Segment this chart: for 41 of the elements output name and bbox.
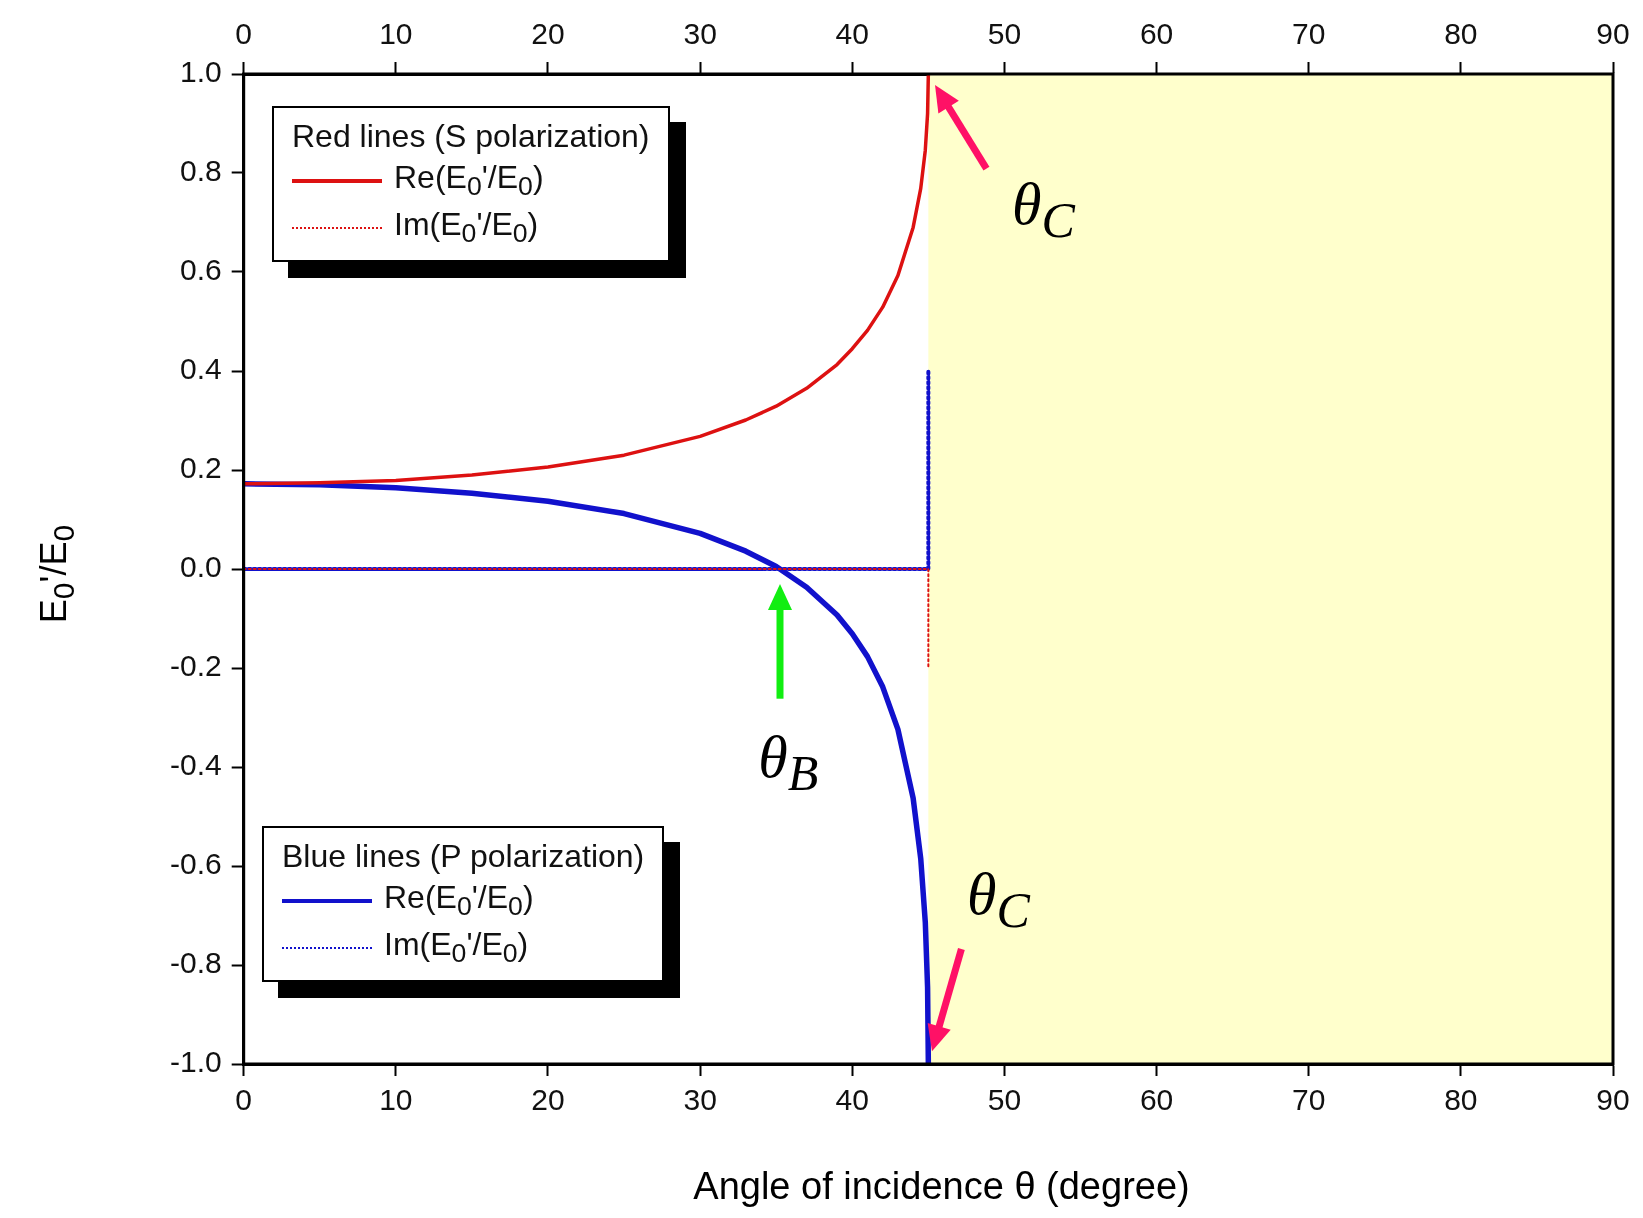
legend-label: Im(E$_{0}$'/E$_{0}$)	[384, 926, 529, 970]
annotation: θ$_{C}$	[966, 859, 1030, 939]
annotation: Blue lines (P polarization)	[282, 838, 645, 875]
y-tick-label: 0.2	[179, 451, 222, 485]
y-tick-label: 1.0	[179, 55, 222, 89]
annotation: θ$_{B}$	[758, 722, 819, 802]
y-tick-label: -0.6	[169, 847, 222, 881]
y-tick-label: 0.4	[179, 352, 222, 386]
x2-tick-label: 30	[683, 17, 717, 51]
x2-tick-label: 10	[379, 17, 413, 51]
x-axis-title: Angle of incidence θ (degree)	[692, 1165, 1191, 1208]
y-tick-label: -1.0	[169, 1045, 222, 1079]
x2-tick-label: 80	[1444, 17, 1478, 51]
legend-label: Im(E$_{0}$'/E$_{0}$)	[394, 206, 539, 250]
legend-title: Red lines (S polarization)	[292, 118, 650, 155]
x-tick-label: 0	[235, 1083, 253, 1117]
y-tick-label: -0.2	[169, 649, 222, 683]
y-tick-label: 0.0	[179, 550, 222, 584]
x2-tick-label: 60	[1139, 17, 1174, 51]
x-tick-label: 20	[531, 1083, 565, 1117]
x2-tick-label: 90	[1596, 17, 1630, 51]
legend-label: Re(E$_{0}$'/E$_{0}$)	[394, 159, 544, 203]
x-tick-label: 50	[987, 1083, 1022, 1117]
y-tick-label: 0.6	[179, 253, 222, 287]
x-tick-label: 70	[1292, 1083, 1326, 1117]
x-tick-label: 90	[1596, 1083, 1630, 1117]
x2-tick-label: 50	[987, 17, 1022, 51]
annotation: θ$_{C}$	[1011, 169, 1075, 249]
x2-tick-label: 70	[1292, 17, 1326, 51]
x2-tick-label: 20	[531, 17, 565, 51]
x2-tick-label: 0	[235, 17, 253, 51]
x-tick-label: 80	[1444, 1083, 1478, 1117]
x-tick-label: 60	[1139, 1083, 1174, 1117]
legend-label: Re(E$_{0}$'/E$_{0}$)	[384, 879, 534, 923]
y-tick-label: -0.8	[169, 946, 222, 980]
x-tick-label: 40	[835, 1083, 869, 1117]
y-tick-label: 0.8	[179, 154, 222, 188]
x2-tick-label: 40	[835, 17, 869, 51]
y-tick-label: -0.4	[169, 748, 222, 782]
x-tick-label: 10	[379, 1083, 413, 1117]
x-tick-label: 30	[683, 1083, 717, 1117]
